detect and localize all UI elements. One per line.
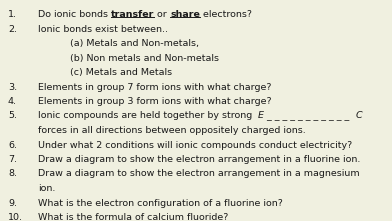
Text: (c) Metals and Metals: (c) Metals and Metals [70,68,172,77]
Text: (a) Metals and Non-metals,: (a) Metals and Non-metals, [70,39,199,48]
Text: Elements in group 3 form ions with what charge?: Elements in group 3 form ions with what … [38,97,272,106]
Text: 2.: 2. [8,25,17,34]
Text: 6.: 6. [8,141,17,149]
Text: 8.: 8. [8,170,17,179]
Text: Draw a diagram to show the electron arrangement in a fluorine ion.: Draw a diagram to show the electron arra… [38,155,360,164]
Text: or: or [154,10,170,19]
Text: Do ionic bonds: Do ionic bonds [38,10,111,19]
Text: _ _ _ _ _ _ _ _ _ _ _: _ _ _ _ _ _ _ _ _ _ _ [264,112,356,120]
Text: electrons?: electrons? [200,10,252,19]
Text: transfer: transfer [111,10,154,19]
Text: (b) Non metals and Non-metals: (b) Non metals and Non-metals [70,53,219,63]
Text: What is the electron configuration of a fluorine ion?: What is the electron configuration of a … [38,198,283,208]
Text: 1.: 1. [8,10,17,19]
Text: Draw a diagram to show the electron arrangement in a magnesium: Draw a diagram to show the electron arra… [38,170,359,179]
Text: C: C [356,112,362,120]
Text: 5.: 5. [8,112,17,120]
Text: forces in all directions between oppositely charged ions.: forces in all directions between opposit… [38,126,306,135]
Text: Under what 2 conditions will ionic compounds conduct electricity?: Under what 2 conditions will ionic compo… [38,141,352,149]
Text: What is the formula of calcium fluoride?: What is the formula of calcium fluoride? [38,213,229,221]
Text: 9.: 9. [8,198,17,208]
Text: 10.: 10. [8,213,23,221]
Text: Ionic compounds are held together by strong: Ionic compounds are held together by str… [38,112,258,120]
Text: ion.: ion. [38,184,55,193]
Text: 4.: 4. [8,97,17,106]
Text: 3.: 3. [8,82,17,91]
Text: Elements in group 7 form ions with what charge?: Elements in group 7 form ions with what … [38,82,272,91]
Text: Ionic bonds exist between..: Ionic bonds exist between.. [38,25,168,34]
Text: 7.: 7. [8,155,17,164]
Text: E: E [258,112,264,120]
Text: share: share [170,10,200,19]
